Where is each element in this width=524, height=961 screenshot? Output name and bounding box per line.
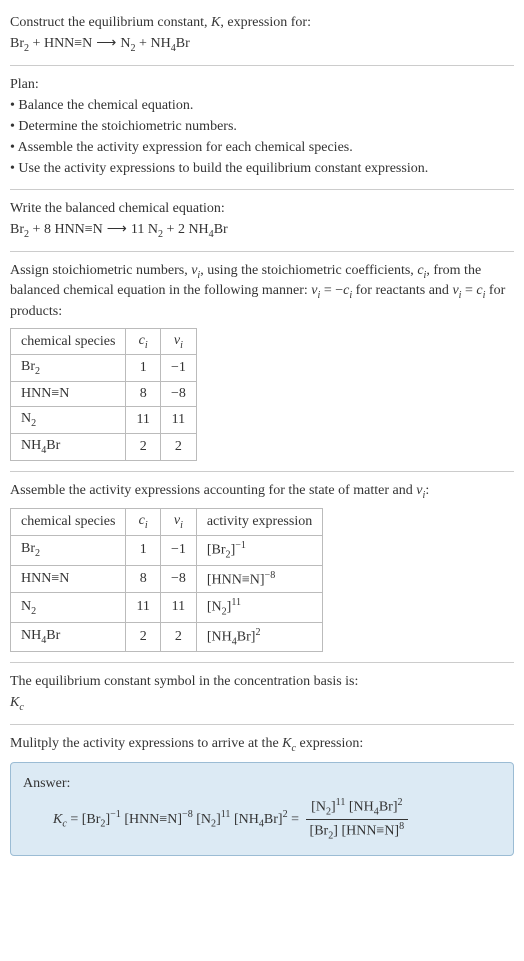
table-header-row: chemical species ci νi activity expressi… xyxy=(11,509,323,536)
col-ci: ci xyxy=(126,328,160,355)
plan-section: Plan: • Balance the chemical equation. •… xyxy=(10,76,514,178)
plan-title: Plan: xyxy=(10,76,514,95)
divider xyxy=(10,662,514,663)
answer-box: Answer: Kc = [Br2]−1 [HNN≡N]−8 [N2]11 [N… xyxy=(10,762,514,856)
arrow-icon: ⟶ xyxy=(103,222,131,237)
table-row: HNN≡N 8 −8 xyxy=(11,382,197,407)
assign-section: Assign stoichiometric numbers, νi, using… xyxy=(10,262,514,461)
numerator: [N2]11 [NH4Br]2 xyxy=(306,796,409,820)
table-row: N2 11 11 [N2]11 xyxy=(11,593,323,622)
K-symbol: K xyxy=(211,15,220,30)
product-NH4Br: NH4Br xyxy=(150,36,189,51)
col-vi: νi xyxy=(160,328,196,355)
table-row: NH4Br 2 2 xyxy=(11,434,197,461)
table-row: Br2 1 −1 xyxy=(11,355,197,382)
divider xyxy=(10,189,514,190)
balanced-equation: Br2 + 8 HNN≡N⟶11 N2 + 2 NH4Br xyxy=(10,221,514,241)
intro: Construct the equilibrium constant, K, e… xyxy=(10,14,514,55)
intro-t1: Construct the equilibrium constant, xyxy=(10,15,211,30)
table-row: HNN≡N 8 −8 [HNN≡N]−8 xyxy=(11,565,323,593)
answer-label: Answer: xyxy=(23,775,501,794)
col-activity: activity expression xyxy=(196,509,322,536)
col-ci: ci xyxy=(126,509,160,536)
reactant-HNNN: HNN≡N xyxy=(44,36,92,51)
kc-symbol: Kc xyxy=(10,694,514,714)
kc-symbol-section: The equilibrium constant symbol in the c… xyxy=(10,673,514,714)
col-species: chemical species xyxy=(11,328,126,355)
assemble-text: Assemble the activity expressions accoun… xyxy=(10,482,514,502)
fraction: [N2]11 [NH4Br]2[Br2] [HNN≡N]8 xyxy=(306,796,409,843)
col-vi: νi xyxy=(160,509,196,536)
divider xyxy=(10,724,514,725)
product-N2: N2 xyxy=(120,36,135,51)
assemble-section: Assemble the activity expressions accoun… xyxy=(10,482,514,652)
arrow-icon: ⟶ xyxy=(92,36,120,51)
plan-bullet-4: • Use the activity expressions to build … xyxy=(10,160,514,179)
plan-bullet-1: • Balance the chemical equation. xyxy=(10,97,514,116)
reactant-Br2: Br2 xyxy=(10,36,29,51)
multiply-text: Mulitply the activity expressions to arr… xyxy=(10,735,514,755)
activity-table: chemical species ci νi activity expressi… xyxy=(10,508,323,652)
table-row: NH4Br 2 2 [NH4Br]2 xyxy=(11,622,323,651)
plan-bullet-3: • Assemble the activity expression for e… xyxy=(10,139,514,158)
denominator: [Br2] [HNN≡N]8 xyxy=(306,820,409,843)
plan-bullet-2: • Determine the stoichiometric numbers. xyxy=(10,118,514,137)
table-header-row: chemical species ci νi xyxy=(11,328,197,355)
col-species: chemical species xyxy=(11,509,126,536)
kc-symbol-text: The equilibrium constant symbol in the c… xyxy=(10,673,514,692)
divider xyxy=(10,65,514,66)
unbalanced-equation: Br2 + HNN≡N⟶N2 + NH4Br xyxy=(10,35,514,55)
balanced-title: Write the balanced chemical equation: xyxy=(10,200,514,219)
divider xyxy=(10,251,514,252)
table-row: N2 11 11 xyxy=(11,407,197,434)
intro-t1b: , expression for: xyxy=(220,15,311,30)
table-row: Br2 1 −1 [Br2]−1 xyxy=(11,536,323,565)
answer-equation: Kc = [Br2]−1 [HNN≡N]−8 [N2]11 [NH4Br]2 =… xyxy=(23,796,501,843)
divider xyxy=(10,471,514,472)
intro-line: Construct the equilibrium constant, K, e… xyxy=(10,14,514,33)
balanced-section: Write the balanced chemical equation: Br… xyxy=(10,200,514,241)
stoich-table-1: chemical species ci νi Br2 1 −1 HNN≡N 8 … xyxy=(10,328,197,461)
multiply-section: Mulitply the activity expressions to arr… xyxy=(10,735,514,855)
assign-text: Assign stoichiometric numbers, νi, using… xyxy=(10,262,514,322)
